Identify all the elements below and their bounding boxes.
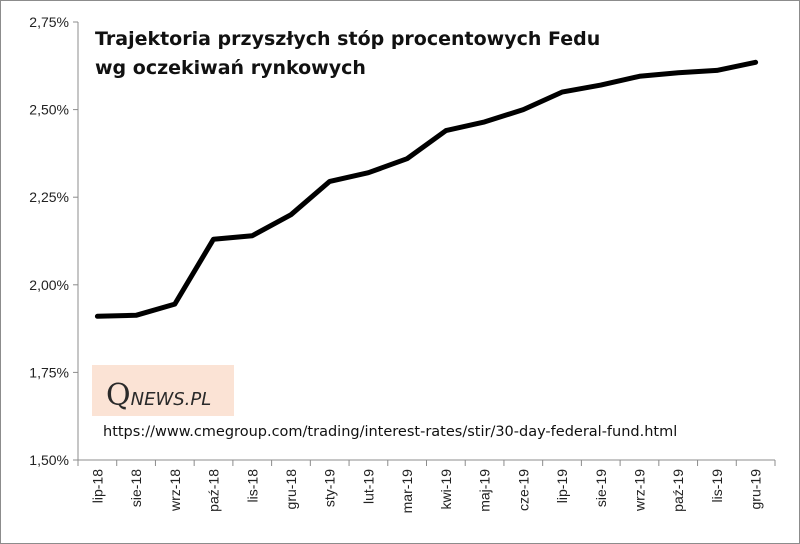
logo-rest: NEWS.PL — [131, 389, 212, 410]
chart-title-line-2: wg oczekiwań rynkowych — [95, 57, 366, 79]
data-point — [366, 171, 370, 175]
y-tick-label: 1,75% — [29, 364, 69, 380]
data-point — [250, 234, 254, 238]
data-point — [637, 74, 641, 78]
qnews-logo: QNEWS.PL — [92, 365, 234, 416]
x-tick-label: maj-19 — [477, 469, 493, 512]
series-line-group — [94, 59, 759, 319]
x-tick-label: lip-18 — [89, 469, 105, 503]
source-url: https://www.cmegroup.com/trading/interes… — [103, 424, 677, 440]
data-point — [212, 237, 216, 241]
y-tick-label: 2,00% — [29, 277, 69, 293]
x-tick-label: sie-18 — [128, 469, 144, 507]
x-tick-label: lut-19 — [360, 469, 376, 504]
series-line — [94, 59, 759, 319]
x-tick-label: gru-19 — [748, 469, 764, 510]
x-tick-label: paź-19 — [670, 469, 686, 512]
x-tick-label: gru-18 — [283, 469, 299, 510]
data-point — [444, 129, 448, 133]
data-point — [328, 179, 332, 183]
chart-title-line-1: Trajektoria przyszłych stóp procentowych… — [95, 28, 600, 50]
x-tick-label: mar-19 — [399, 469, 415, 514]
x-tick-label: sie-19 — [593, 469, 609, 507]
data-point — [95, 314, 99, 318]
data-point — [560, 90, 564, 94]
y-tick-label: 1,50% — [29, 452, 69, 468]
x-tick-label: lip-19 — [554, 469, 570, 503]
data-point — [483, 120, 487, 124]
y-tick-label: 2,50% — [29, 102, 69, 118]
x-tick-label: lis-18 — [244, 469, 260, 503]
data-point — [521, 108, 525, 112]
axes: 1,50% 1,75% 2,00% 2,25% 2,50% 2,75% lip-18 sie-… — [29, 14, 776, 514]
y-tick-label: 2,75% — [29, 14, 69, 30]
chart-title: Trajektoria przyszłych stóp procentowych… — [95, 28, 600, 79]
data-point — [754, 60, 758, 64]
x-tick-label: kwi-19 — [438, 469, 454, 510]
data-point — [599, 83, 603, 87]
data-point — [289, 213, 293, 217]
data-point — [134, 313, 138, 317]
data-point — [173, 302, 177, 306]
data-point — [676, 71, 680, 75]
logo-text: QNEWS.PL — [106, 378, 211, 413]
logo-background — [92, 365, 234, 416]
y-tick-label: 2,25% — [29, 189, 69, 205]
data-point — [405, 157, 409, 161]
data-point — [715, 68, 719, 72]
x-tick-label: lis-19 — [709, 469, 725, 503]
x-tick-label: sty-19 — [322, 469, 338, 507]
x-tick-label: paź-18 — [206, 469, 222, 512]
x-tick-label: wrz-19 — [631, 469, 647, 512]
x-tick-label: cze-19 — [515, 469, 531, 511]
x-tick-label: wrz-18 — [167, 469, 183, 512]
logo-q: Q — [106, 378, 131, 413]
